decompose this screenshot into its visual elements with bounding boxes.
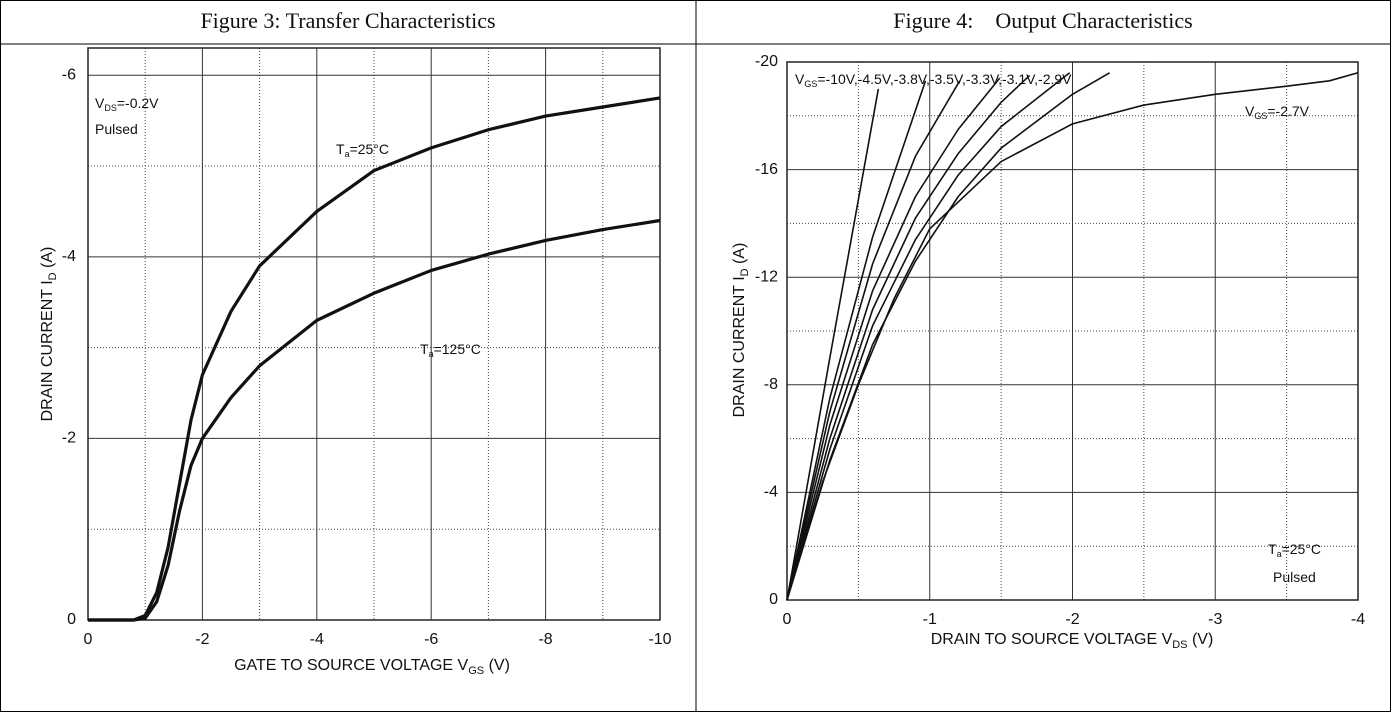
curve [786, 74, 1031, 601]
x-axis-label: DRAIN TO SOURCE VOLTAGE VDS (V) [931, 631, 1214, 651]
annotation: VGS=-10V,-4.5V,-3.8V,-3.5V,-3.3V,-3.1V,-… [795, 71, 1072, 90]
annotation-sub: DS [104, 103, 117, 113]
y-tick-label: -16 [755, 161, 778, 178]
y-tick-label: 0 [769, 591, 778, 608]
annotation: Ta=125°C [420, 341, 481, 360]
plot-frame [786, 61, 1359, 601]
figure-title: Figure 4: Output Characteristics [893, 8, 1192, 33]
annotation-main: T [336, 141, 345, 157]
annotation: Ta=25°C [1268, 541, 1321, 560]
y-axis-label-rest: (A) [731, 243, 748, 269]
annotation: Pulsed [95, 121, 138, 137]
annotation-sub: GS [1254, 111, 1267, 121]
annotation-rest: =-2.7V [1267, 103, 1309, 119]
plot-frame [87, 47, 661, 621]
annotation-main: V [795, 71, 805, 87]
annotation: Ta=25°C [336, 141, 389, 160]
x-tick-label: -1 [923, 611, 937, 628]
x-tick-label: -10 [648, 631, 671, 648]
y-axis-label-main: DRAIN CURRENT I [731, 276, 748, 417]
x-tick-label: 0 [84, 631, 93, 648]
curve [786, 72, 1111, 601]
curve [786, 88, 880, 601]
x-axis-label-main: DRAIN TO SOURCE VOLTAGE V [931, 631, 1173, 648]
y-axis-label-rest: (A) [39, 247, 56, 273]
y-axis-label: DRAIN CURRENT ID (A) [39, 247, 59, 422]
annotation-rest: =25°C [1282, 541, 1321, 557]
x-axis-label-sub: DS [1172, 639, 1187, 651]
annotation-main: V [95, 95, 105, 111]
annotation-main: Pulsed [1273, 569, 1316, 585]
y-tick-label: -4 [62, 248, 76, 265]
annotation-sub: a [429, 349, 434, 359]
x-tick-label: -2 [195, 631, 209, 648]
y-tick-label: -12 [755, 268, 778, 285]
y-tick-label: -20 [755, 53, 778, 70]
y-axis-label-sub: D [47, 272, 59, 280]
x-axis-label-sub: GS [468, 665, 484, 677]
y-axis-label-sub: D [739, 268, 751, 276]
x-axis-label-rest: (V) [1188, 631, 1214, 648]
x-tick-label: -4 [1351, 611, 1365, 628]
x-tick-label: -8 [538, 631, 552, 648]
x-axis-label-rest: (V) [484, 657, 510, 674]
annotation-rest: =25°C [350, 141, 389, 157]
y-tick-label: 0 [67, 611, 76, 628]
y-tick-label: -6 [62, 66, 76, 83]
curve [88, 218, 661, 622]
x-tick-label: -6 [424, 631, 438, 648]
curve [88, 96, 661, 622]
annotation-rest: =125°C [434, 341, 481, 357]
y-axis-label: DRAIN CURRENT ID (A) [731, 243, 751, 418]
curve [786, 80, 961, 601]
annotation-main: V [1245, 103, 1255, 119]
annotation-rest: =-0.2V [117, 95, 159, 111]
annotation-rest: =-10V,-4.5V,-3.8V,-3.5V,-3.3V,-3.1V,-2.9… [817, 71, 1072, 87]
annotation: Pulsed [1273, 569, 1316, 585]
curve [786, 71, 1359, 601]
x-tick-label: 0 [783, 611, 792, 628]
x-tick-label: -4 [310, 631, 324, 648]
y-tick-label: -2 [62, 430, 76, 447]
x-tick-label: -3 [1208, 611, 1222, 628]
annotation-sub: a [345, 149, 350, 159]
annotation-main: T [1268, 541, 1277, 557]
y-axis-label-main: DRAIN CURRENT I [39, 280, 56, 421]
curve [786, 72, 1071, 601]
x-axis-label-main: GATE TO SOURCE VOLTAGE V [234, 657, 468, 674]
annotation: VDS=-0.2V [95, 95, 159, 114]
x-tick-label: -2 [1065, 611, 1079, 628]
annotation: VGS=-2.7V [1245, 103, 1310, 122]
x-axis-label: GATE TO SOURCE VOLTAGE VGS (V) [234, 657, 510, 677]
figure-title: Figure 3: Transfer Characteristics [200, 8, 495, 33]
annotation-sub: a [1277, 549, 1282, 559]
annotation-main: Pulsed [95, 121, 138, 137]
y-tick-label: -4 [764, 484, 778, 501]
curve [786, 77, 1001, 601]
curve [786, 80, 927, 601]
annotation-sub: GS [804, 79, 817, 89]
y-tick-label: -8 [764, 376, 778, 393]
annotation-main: T [420, 341, 429, 357]
